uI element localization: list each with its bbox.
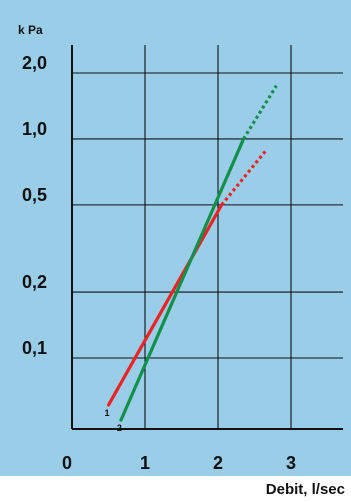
x-tick-label-2: 2 — [213, 453, 223, 473]
series-2-line — [119, 137, 246, 422]
series-1-line — [106, 203, 224, 407]
y-axis-label: k Pa — [18, 23, 43, 37]
grid — [72, 45, 343, 429]
axes — [71, 45, 343, 430]
tick-labels: k Pa0,10,20,51,02,00123412 — [18, 23, 296, 473]
y-tick-label-0,1: 0,1 — [22, 338, 47, 358]
x-tick-label-0: 0 — [62, 453, 72, 473]
chart-svg: k Pa0,10,20,51,02,00123412 — [18, 23, 343, 473]
series-2-extrapolation — [242, 84, 278, 140]
x-tick-label-1: 1 — [140, 453, 150, 473]
y-tick-label-0,2: 0,2 — [22, 272, 47, 292]
series-1-label: 1 — [105, 408, 110, 418]
plot-background — [0, 0, 351, 476]
x-tick-label-3: 3 — [286, 453, 296, 473]
y-tick-label-2,0: 2,0 — [22, 53, 47, 73]
y-tick-label-1,0: 1,0 — [22, 119, 47, 139]
series-layer — [106, 84, 278, 422]
x-axis-label: Debit, l/sec — [265, 481, 345, 498]
series-2-label: 2 — [117, 423, 122, 433]
y-tick-label-0,5: 0,5 — [22, 185, 47, 205]
